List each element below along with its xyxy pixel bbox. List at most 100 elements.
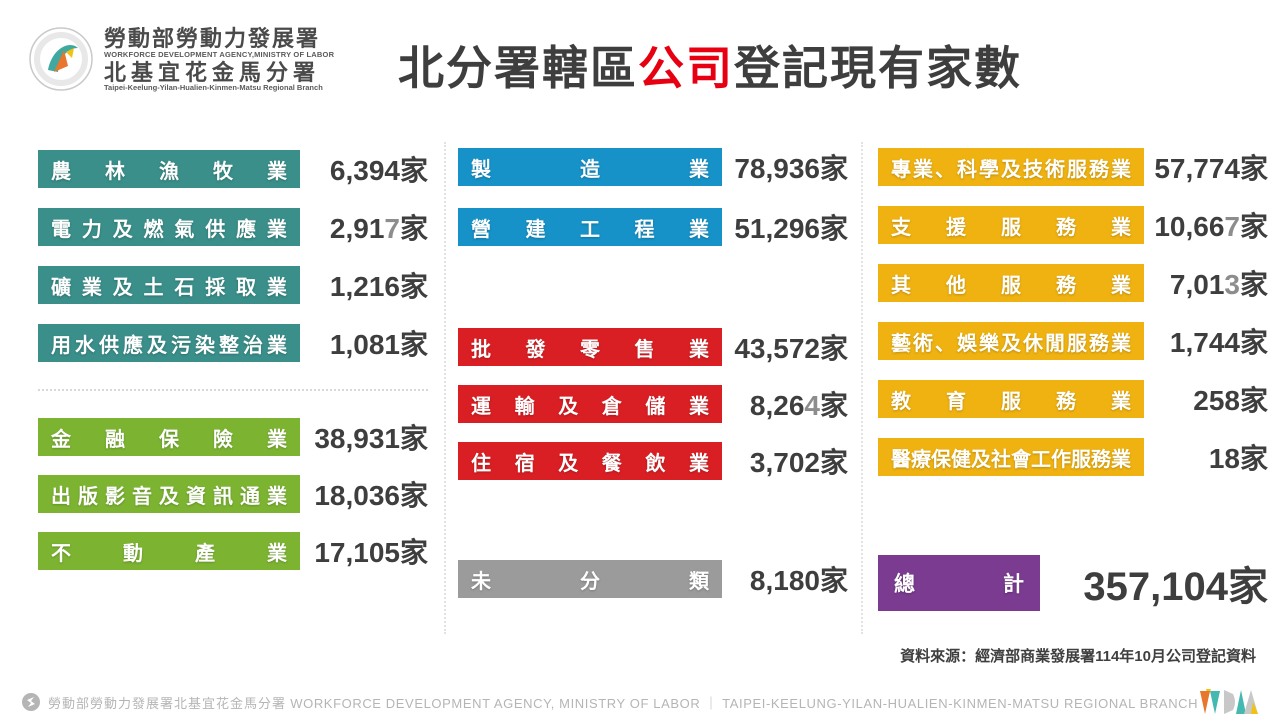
category-row: 電力及燃氣供應業 2,917家 — [38, 208, 428, 246]
category-bar: 用水供應及污染整治業 — [38, 324, 300, 362]
category-count: 43,572家 — [722, 327, 848, 367]
count-unit: 家 — [1239, 211, 1268, 242]
category-row: 批發零售業 43,572家 — [458, 328, 848, 366]
wda-logo — [1200, 689, 1258, 714]
count-main: 18 — [1208, 443, 1240, 474]
footer: 勞動部勞動力發展署北基宜花金馬分署 WORKFORCE DEVELOPMENT … — [0, 684, 1280, 720]
category-row: 金融保險業 38,931家 — [38, 418, 428, 456]
category-count: 17,105家 — [300, 531, 428, 571]
count-main: 8,26 — [749, 390, 805, 421]
column-left: 農林漁牧業 6,394家電力及燃氣供應業 2,917家礦業及土石採取業 1,216家用… — [38, 150, 428, 570]
count-main: 51,296 — [734, 213, 820, 244]
column-divider — [444, 142, 446, 634]
count-unit: 家 — [819, 447, 848, 478]
category-count: 18,036家 — [300, 474, 428, 514]
count-unit: 家 — [819, 390, 848, 421]
category-bar: 批發零售業 — [458, 328, 722, 366]
title-prefix: 北分署轄區 — [398, 42, 638, 94]
category-bar: 支援服務業 — [878, 206, 1144, 244]
category-count: 38,931家 — [300, 417, 428, 457]
count-unit: 家 — [399, 213, 428, 244]
footer-agency-en: WORKFORCE DEVELOPMENT AGENCY, MINISTRY O… — [290, 695, 701, 711]
count-main: 8,180 — [749, 565, 820, 596]
group-service-industries: 專業、科學及技術服務業 57,774家支援服務業 10,667家其他服務業 7,013… — [878, 148, 1268, 476]
branch-name-en: Taipei-Keelung-Yilan-Hualien-Kinmen-Mats… — [104, 82, 323, 92]
category-row: 藝術、娛樂及休閒服務業 1,744家 — [878, 322, 1268, 360]
count-main: 3,702 — [749, 447, 820, 478]
total-count: 357,104家 — [1040, 554, 1268, 612]
column-divider — [861, 142, 863, 634]
group-finance-media-realestate: 金融保險業 38,931家出版影音及資訊通業 18,036家不動產業 17,105家 — [38, 418, 428, 570]
category-count: 57,774家 — [1144, 147, 1268, 187]
page-title: 北分署轄區公司登記現有家數 — [350, 32, 1070, 98]
total-count-number: 357,104 — [1083, 565, 1228, 609]
category-bar: 農林漁牧業 — [38, 150, 300, 188]
category-row: 不動產業 17,105家 — [38, 532, 428, 570]
group-agriculture-and-utilities: 農林漁牧業 6,394家電力及燃氣供應業 2,917家礦業及土石採取業 1,216家用… — [38, 150, 428, 362]
count-gray-digit: 7 — [1224, 211, 1240, 242]
count-main: 78,936 — [734, 153, 820, 184]
category-count: 8,264家 — [722, 384, 848, 424]
category-count: 1,216家 — [300, 265, 428, 305]
category-count: 3,702家 — [722, 441, 848, 481]
category-bar: 出版影音及資訊通業 — [38, 475, 300, 513]
category-count: 78,936家 — [722, 147, 848, 187]
count-gray-digit: 4 — [804, 390, 820, 421]
footer-branch-en: TAIPEI-KEELUNG-YILAN-HUALIEN-KINMEN-MATS… — [722, 695, 1199, 711]
count-main: 38,931 — [314, 423, 400, 454]
footer-text: 勞動部勞動力發展署北基宜花金馬分署 WORKFORCE DEVELOPMENT … — [48, 693, 1198, 712]
count-unit: 家 — [399, 537, 428, 568]
category-row: 運輸及倉儲業 8,264家 — [458, 385, 848, 423]
branch-name-zh: 北基宜花金馬分署 — [104, 59, 321, 85]
group-wholesale-transport-hospitality: 批發零售業 43,572家運輸及倉儲業 8,264家住宿及餐飲業 3,702家 — [458, 328, 848, 480]
footer-branch-zh: 勞動部勞動力發展署北基宜花金馬分署 — [48, 695, 287, 711]
category-row: 礦業及土石採取業 1,216家 — [38, 266, 428, 304]
count-unit: 家 — [819, 213, 848, 244]
column-middle: 製造業 78,936家營建工程業 51,296家批發零售業 43,572家運輸及倉儲業… — [458, 148, 848, 598]
count-unit: 家 — [1239, 153, 1268, 184]
count-main: 18,036 — [314, 480, 400, 511]
category-bar: 營建工程業 — [458, 208, 722, 246]
count-unit: 家 — [1239, 269, 1268, 300]
category-row: 教育服務業 258家 — [878, 380, 1268, 418]
category-bar: 電力及燃氣供應業 — [38, 208, 300, 246]
category-count: 6,394家 — [300, 149, 428, 189]
footer-separator: ｜ — [704, 695, 719, 711]
category-row: 營建工程業 51,296家 — [458, 208, 848, 246]
category-row: 出版影音及資訊通業 18,036家 — [38, 475, 428, 513]
total-count-unit: 家 — [1228, 565, 1268, 609]
count-main: 43,572 — [734, 333, 820, 364]
category-row: 農林漁牧業 6,394家 — [38, 150, 428, 188]
count-main: 10,66 — [1154, 211, 1225, 242]
count-unit: 家 — [1239, 385, 1268, 416]
count-unit: 家 — [399, 155, 428, 186]
category-bar: 專業、科學及技術服務業 — [878, 148, 1144, 186]
count-main: 2,91 — [329, 213, 385, 244]
category-bar: 住宿及餐飲業 — [458, 442, 722, 480]
category-row: 住宿及餐飲業 3,702家 — [458, 442, 848, 480]
count-unit: 家 — [819, 333, 848, 364]
category-bar: 藝術、娛樂及休閒服務業 — [878, 322, 1144, 360]
count-unit: 家 — [399, 423, 428, 454]
category-row: 未分類 8,180家 — [458, 560, 848, 598]
category-row: 用水供應及污染整治業 1,081家 — [38, 324, 428, 362]
count-unit: 家 — [399, 271, 428, 302]
count-unit: 家 — [1239, 327, 1268, 358]
category-count: 1,081家 — [300, 323, 428, 363]
title-highlight: 公司 — [638, 42, 734, 94]
group-unclassified: 未分類 8,180家 — [458, 560, 848, 598]
count-gray-digit: 3 — [1224, 269, 1240, 300]
agency-name-zh: 勞動部勞動力發展署 — [104, 25, 321, 51]
category-count: 10,667家 — [1144, 205, 1268, 245]
agency-name-en: WORKFORCE DEVELOPMENT AGENCY,MINISTRY OF… — [104, 49, 335, 59]
total-bar: 總計 — [878, 555, 1040, 611]
category-bar: 醫療保健及社會工作服務業 — [878, 438, 1144, 476]
count-unit: 家 — [1239, 443, 1268, 474]
category-bar: 礦業及土石採取業 — [38, 266, 300, 304]
category-count: 258家 — [1144, 379, 1268, 419]
count-main: 6,394 — [329, 155, 400, 186]
category-count: 1,744家 — [1144, 321, 1268, 361]
column-right: 專業、科學及技術服務業 57,774家支援服務業 10,667家其他服務業 7,013… — [878, 148, 1268, 611]
count-main: 258 — [1193, 385, 1240, 416]
count-gray-digit: 7 — [384, 213, 400, 244]
